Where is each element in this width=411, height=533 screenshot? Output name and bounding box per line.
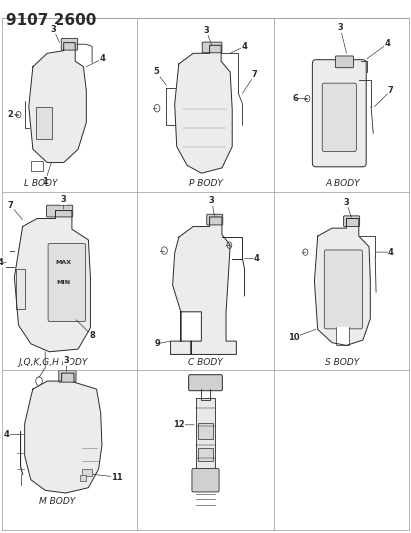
FancyBboxPatch shape (202, 42, 222, 53)
Text: 4: 4 (86, 54, 106, 67)
Text: 4: 4 (0, 258, 6, 266)
Text: 3: 3 (61, 196, 67, 209)
Polygon shape (314, 219, 370, 345)
Text: A BODY: A BODY (325, 179, 360, 188)
Text: MAX: MAX (55, 260, 72, 265)
Text: 3: 3 (51, 25, 60, 43)
Bar (31, 161, 43, 171)
Bar (36, 107, 52, 139)
Text: 4: 4 (367, 39, 390, 59)
Text: 3: 3 (64, 357, 69, 372)
Text: J,Q,K,G,H BODY: J,Q,K,G,H BODY (19, 358, 88, 367)
Text: 6: 6 (292, 94, 307, 103)
Text: 1: 1 (42, 163, 51, 185)
FancyBboxPatch shape (189, 375, 222, 391)
Text: M BODY: M BODY (39, 497, 76, 506)
Text: 3: 3 (337, 23, 346, 53)
Text: 4: 4 (245, 254, 260, 263)
Text: 7: 7 (374, 86, 394, 107)
Polygon shape (171, 217, 236, 354)
FancyBboxPatch shape (344, 216, 360, 227)
Bar (196, 398, 215, 472)
FancyBboxPatch shape (335, 56, 353, 68)
FancyBboxPatch shape (59, 370, 76, 382)
Polygon shape (25, 373, 102, 493)
Text: C BODY: C BODY (188, 358, 223, 367)
Text: 12: 12 (173, 421, 194, 429)
Text: 2: 2 (7, 110, 18, 119)
Bar (80, 475, 86, 481)
Text: 8: 8 (76, 320, 95, 340)
Bar (198, 448, 213, 461)
Text: 4: 4 (3, 430, 18, 439)
Polygon shape (29, 43, 86, 163)
Text: 3: 3 (209, 197, 215, 216)
FancyBboxPatch shape (207, 214, 223, 225)
Text: 5: 5 (153, 68, 166, 85)
Bar (82, 469, 92, 476)
Bar (336, 327, 349, 345)
Text: 3: 3 (203, 26, 212, 45)
Text: 4: 4 (376, 248, 394, 256)
Text: 7: 7 (7, 201, 23, 220)
Text: 7: 7 (242, 70, 258, 93)
FancyBboxPatch shape (46, 205, 73, 217)
Bar (198, 423, 213, 439)
Text: 11: 11 (92, 473, 123, 481)
Text: 3: 3 (344, 198, 351, 217)
Text: L BODY: L BODY (24, 179, 58, 188)
Text: 10: 10 (288, 329, 316, 342)
Polygon shape (175, 45, 232, 173)
Polygon shape (14, 211, 90, 352)
Text: S BODY: S BODY (325, 358, 360, 367)
Text: P BODY: P BODY (189, 179, 222, 188)
FancyBboxPatch shape (322, 83, 356, 151)
Text: 9107 2600: 9107 2600 (6, 13, 97, 28)
FancyBboxPatch shape (324, 250, 363, 329)
FancyBboxPatch shape (48, 244, 85, 321)
FancyBboxPatch shape (61, 38, 78, 50)
Text: 9: 9 (154, 340, 171, 348)
Bar (16, 269, 25, 309)
FancyBboxPatch shape (192, 469, 219, 492)
Text: MIN: MIN (57, 280, 71, 285)
Text: 4: 4 (230, 42, 247, 53)
FancyBboxPatch shape (312, 60, 366, 167)
